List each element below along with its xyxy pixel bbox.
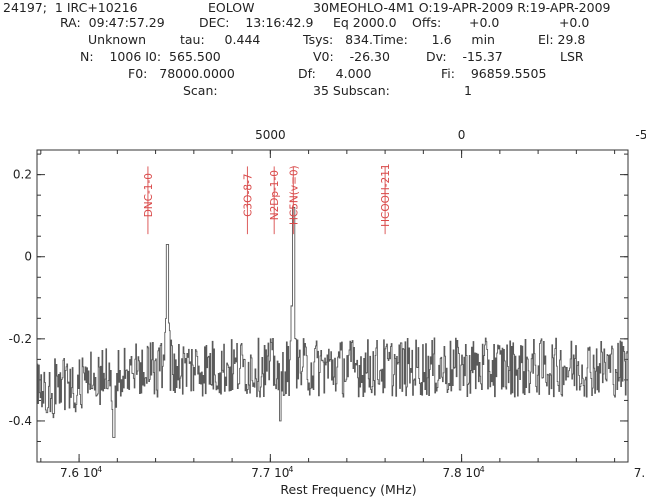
f0-value: F0: 78000.0000 xyxy=(128,66,235,81)
df-value: Df: 4.000 xyxy=(298,66,372,81)
equinox-value: Eq 2000.0 xyxy=(333,15,397,30)
y-tick-label: 0 xyxy=(24,250,32,264)
x-tick-exponent: 4 xyxy=(97,465,102,474)
fi-value: Fi: 96859.5505 xyxy=(441,66,547,81)
y-tick-label: 0.2 xyxy=(13,168,32,182)
scan-header: 24197; 1 IRC+10216 EOLOW 30MEOHLO-4M1 O:… xyxy=(0,0,646,100)
x-tick-exponent: 4 xyxy=(480,465,485,474)
top-tick-label: -5000 xyxy=(635,128,646,142)
subscan-value: 1 xyxy=(464,83,472,98)
x-tick-exponent: 4 xyxy=(288,465,293,474)
scan-source: 24197; 1 IRC+10216 xyxy=(3,0,138,15)
dv-value: Dv: -15.37 xyxy=(426,49,503,64)
channels-value: N: 1006 I0: 565.500 xyxy=(80,49,221,64)
line-marker-label: HC5N(v=0) xyxy=(288,165,300,225)
x-tick-label: 7.6 10 xyxy=(60,466,98,480)
plot-frame xyxy=(36,149,629,463)
tau-value: tau: 0.444 xyxy=(180,32,261,47)
v0-value: V0: -26.30 xyxy=(313,49,390,64)
scan-label: Scan: xyxy=(183,83,218,98)
lsr-label: LSR xyxy=(560,49,584,64)
line-marker-label: N2Dp-1-0 xyxy=(269,170,281,220)
x-axis-label: Rest Frequency (MHz) xyxy=(280,482,416,497)
top-tick-label: 5000 xyxy=(255,128,286,142)
line-marker-label: C3O-8-7 xyxy=(242,173,254,217)
spectrum-line xyxy=(37,207,629,438)
x-tick-label: 7.8 10 xyxy=(443,466,481,480)
y-tick-label: -0.2 xyxy=(9,332,32,346)
spectrum-trace xyxy=(37,207,629,438)
y-tick-label: -0.4 xyxy=(9,414,32,428)
line-marker-label: DNC-1-0 xyxy=(143,173,155,217)
x-tick-label: 7.9 10 xyxy=(634,466,646,480)
offsets-value: Offs: +0.0 +0.0 xyxy=(412,15,590,30)
time-value: Time: 1.6 min xyxy=(373,32,495,47)
ra-value: RA: 09:47:57.29 xyxy=(60,15,165,30)
line-marker-label: HCOOH-211 xyxy=(380,163,392,226)
line-and-dates: 30MEOHLO-4M1 O:19-APR-2009 R:19-APR-2009 xyxy=(313,0,611,15)
dec-value: DEC: 13:16:42.9 xyxy=(199,15,314,30)
top-tick-label: 0 xyxy=(458,128,466,142)
unknown-label: Unknown xyxy=(88,32,147,47)
tsys-value: Tsys: 834. xyxy=(303,32,373,47)
x-tick-label: 7.7 10 xyxy=(251,466,289,480)
subscan-label: 35 Subscan: xyxy=(313,83,390,98)
telescope-name: EOLOW xyxy=(208,0,255,15)
elevation-value: El: 29.8 xyxy=(538,32,586,47)
